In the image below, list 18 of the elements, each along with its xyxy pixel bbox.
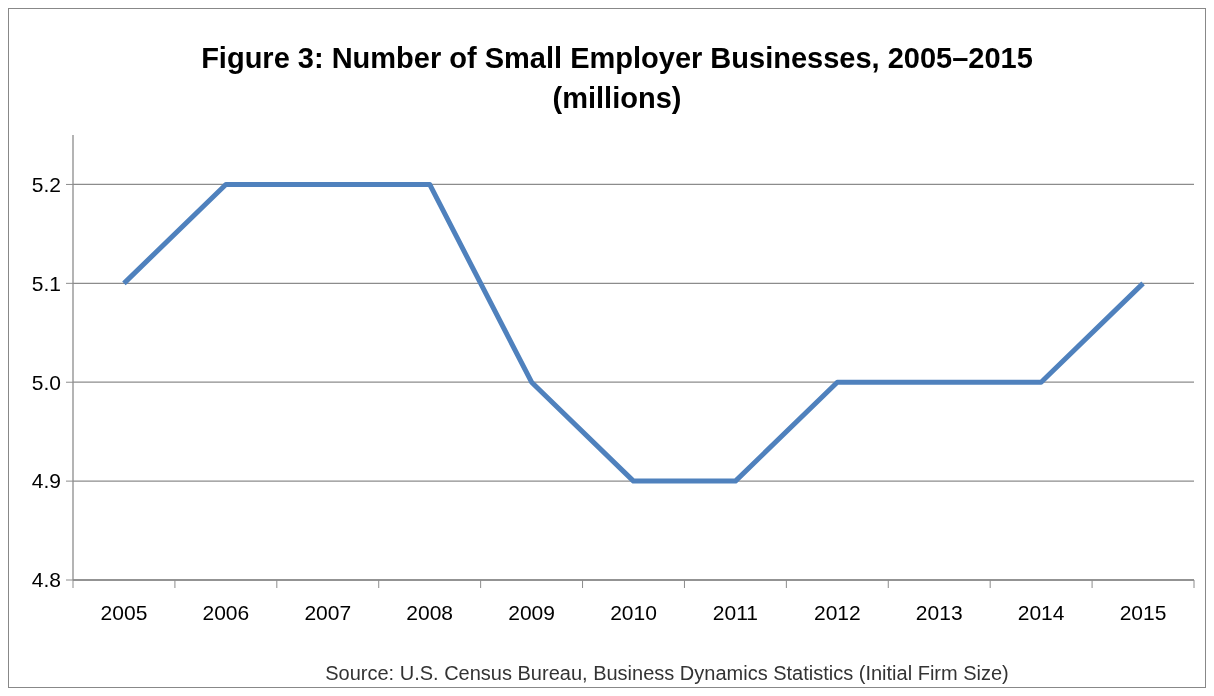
y-tick-label: 4.9: [31, 469, 61, 493]
x-tick-label: 2005: [100, 601, 148, 624]
x-tick-label: 2013: [915, 601, 963, 624]
x-tick-label: 2015: [1119, 601, 1167, 624]
source-note: Source: U.S. Census Bureau, Business Dynamics Statistics (Initial Firm Size): [325, 662, 1009, 684]
x-tick-label: 2012: [813, 601, 861, 624]
x-tick-label: 2010: [610, 601, 657, 624]
x-tick-label: 2007: [304, 601, 352, 624]
y-tick-label: 5.2: [31, 172, 61, 196]
x-tick-label: 2011: [712, 601, 758, 624]
y-tick-label: 5.1: [31, 271, 61, 295]
x-tick-label: 2008: [406, 601, 454, 624]
x-tick-label: 2014: [1017, 601, 1065, 624]
y-tick-label: 4.8: [31, 568, 61, 592]
y-tick-label: 5.0: [31, 370, 61, 394]
x-tick-label: 2009: [508, 601, 555, 624]
x-tick-label: 2006: [202, 601, 250, 624]
chart-title: Figure 3: Number of Small Employer Businesses, 2005–2015 (millions): [201, 42, 1033, 114]
